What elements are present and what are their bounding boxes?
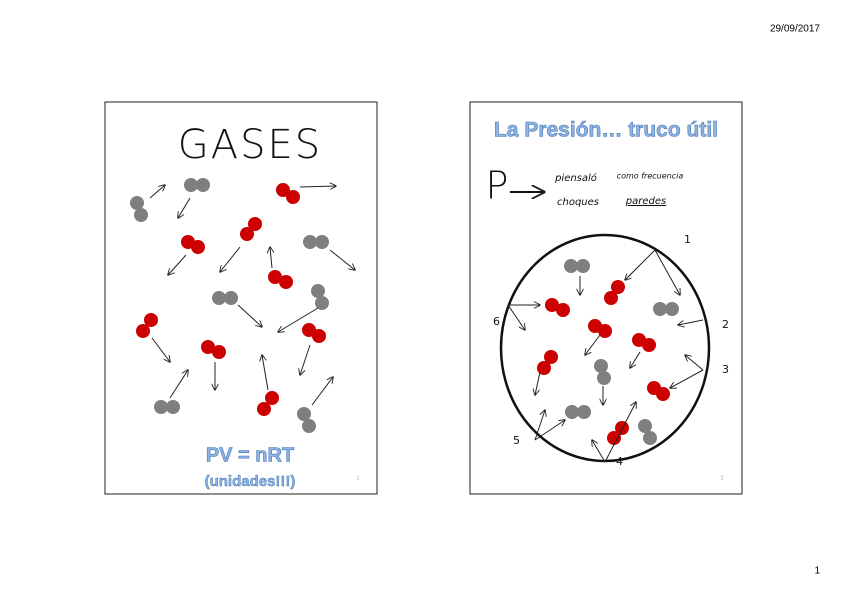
equation: PV = nRT (206, 444, 294, 466)
slide-1: GASES PV = nRT (unidades!!!) 1 (104, 101, 378, 495)
handwriting: paredes (625, 196, 666, 207)
wall-label: 1 (684, 233, 691, 246)
slide-2: La Presión… truco útil P piensaló como f… (469, 101, 743, 495)
handwriting: como frecuencia (617, 172, 684, 181)
handwriting: choques (557, 197, 599, 208)
molecules (130, 178, 329, 433)
pressure-symbol: P (486, 164, 509, 208)
wall-label: 4 (616, 455, 623, 468)
date: 29/09/2017 (770, 24, 820, 35)
page-number: 1 (814, 566, 820, 577)
slide-number: 2 (721, 475, 724, 481)
arrows (507, 249, 704, 463)
arrows (149, 185, 355, 406)
wall-label: 6 (493, 315, 500, 328)
slide-number: 1 (357, 475, 360, 481)
slide-title: GASES (178, 122, 322, 168)
molecules (537, 259, 679, 445)
wall-label: 5 (513, 434, 520, 447)
slide-title: La Presión… truco útil (494, 119, 718, 142)
note: (unidades!!!) (205, 473, 296, 490)
wall-label: 2 (722, 318, 729, 331)
wall-label: 3 (722, 363, 729, 376)
handwriting: piensaló (554, 172, 597, 184)
